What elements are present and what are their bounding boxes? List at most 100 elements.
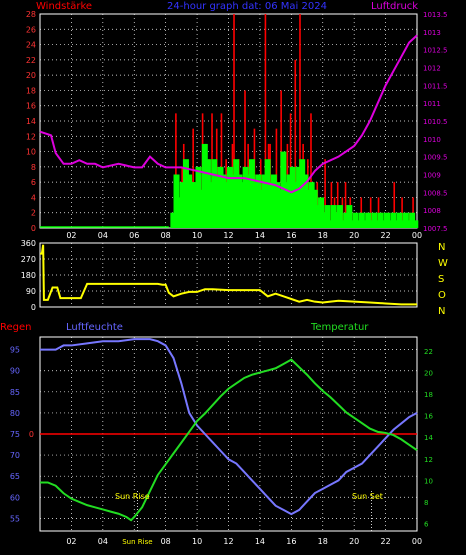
wind-title: Windstärke bbox=[36, 1, 92, 12]
y-right-tick-label: 1010 bbox=[423, 136, 441, 144]
y-left-tick-label: 65 bbox=[10, 472, 20, 481]
wind-gust-bar bbox=[299, 14, 301, 228]
y-right-tick-label: 14 bbox=[424, 434, 433, 442]
wind-avg-bar bbox=[396, 212, 403, 228]
wind-avg-bar bbox=[299, 159, 306, 228]
wind-avg-bar bbox=[355, 220, 362, 228]
wind-avg-bar bbox=[248, 159, 255, 228]
wind-avg-bar bbox=[330, 205, 337, 228]
x-tick-label: 20 bbox=[349, 231, 359, 240]
wind-avg-bar bbox=[274, 182, 281, 228]
y-right-tick-label: 10 bbox=[424, 477, 433, 485]
y-left-tick-label: 70 bbox=[10, 451, 20, 460]
y-right-tick-label: 12 bbox=[424, 456, 433, 464]
wind-avg-bar bbox=[217, 166, 224, 228]
humidity-label: Luftfeuchte bbox=[66, 322, 123, 333]
wind-avg-bar bbox=[346, 205, 353, 228]
y-right-tick-label: 8 bbox=[424, 499, 428, 507]
wind-gust-bar bbox=[192, 128, 194, 228]
humidity-line bbox=[40, 338, 418, 516]
wind-avg-bar bbox=[409, 212, 416, 228]
wind-avg-bar bbox=[258, 189, 265, 228]
wind-gust-bar bbox=[264, 14, 267, 228]
wind-avg-bar bbox=[277, 189, 284, 228]
wind-avg-bar bbox=[292, 182, 299, 228]
wind-avg-bar bbox=[255, 174, 262, 228]
y-tick-label: 0 bbox=[31, 303, 36, 312]
wind-avg-bar bbox=[270, 174, 277, 228]
sun-rise-bottom-label: Sun Rise bbox=[122, 538, 152, 546]
y-tick-label: 180 bbox=[21, 271, 36, 280]
x-tick-label: 10 bbox=[192, 537, 202, 546]
wind-avg-bar bbox=[374, 220, 381, 228]
wind-avg-bar bbox=[245, 174, 252, 228]
wind-pressure-chart: 02 04 06 08 10 12 14 16 18 20 22 000246810121416182… bbox=[26, 10, 448, 240]
temperature-label: Temperatur bbox=[310, 322, 369, 333]
y-left-tick-label: 26 bbox=[26, 25, 36, 34]
compass-label: S bbox=[438, 274, 444, 285]
temperature-line bbox=[40, 358, 418, 522]
wind-avg-bar bbox=[399, 220, 406, 228]
compass-label: O bbox=[438, 290, 446, 301]
y-left-tick-label: 18 bbox=[26, 86, 36, 95]
wind-avg-bar bbox=[402, 212, 409, 228]
wind-avg-bar bbox=[327, 220, 334, 228]
wind-avg-bar bbox=[192, 182, 199, 228]
y-left-tick-label: 20 bbox=[26, 71, 36, 80]
x-tick-label: 10 bbox=[192, 231, 202, 240]
y-left-tick-label: 55 bbox=[10, 514, 20, 523]
wind-avg-bar bbox=[230, 174, 237, 228]
sun-rise-label: Sun Rise bbox=[115, 492, 150, 501]
x-tick-label: 00 bbox=[412, 231, 422, 240]
humidity-temperature-chart: 02 04 08 10 12 14 16 18 20 22 00556065707580859095… bbox=[10, 336, 433, 546]
x-tick-label: 04 bbox=[98, 231, 108, 240]
y-left-tick-label: 2 bbox=[31, 209, 36, 218]
wind-avg-bar bbox=[321, 212, 328, 228]
y-left-tick-label: 16 bbox=[26, 102, 36, 111]
wind-avg-bar bbox=[233, 159, 240, 228]
x-tick-label: 22 bbox=[380, 231, 390, 240]
x-tick-label: 04 bbox=[98, 537, 108, 546]
y-left-tick-label: 4 bbox=[31, 193, 36, 202]
wind-avg-bar bbox=[182, 159, 189, 228]
y-right-tick-label: 1011 bbox=[423, 100, 441, 108]
wind-avg-bar bbox=[393, 220, 400, 228]
wind-avg-bar bbox=[267, 182, 274, 228]
x-tick-label: 18 bbox=[318, 537, 328, 546]
wind-avg-bar bbox=[333, 212, 340, 228]
wind-avg-bar bbox=[201, 143, 208, 228]
wind-avg-bar bbox=[302, 174, 309, 228]
x-tick-label: 12 bbox=[223, 231, 233, 240]
wind-gust-bar bbox=[393, 182, 396, 228]
pressure-line bbox=[39, 34, 418, 194]
wind-avg-bar bbox=[226, 166, 233, 228]
x-tick-label: 06 bbox=[129, 231, 139, 240]
wind-avg-bar bbox=[176, 197, 183, 228]
wind-avg-bar bbox=[377, 212, 384, 228]
y-tick-label: 90 bbox=[26, 287, 36, 296]
y-right-tick-label: 16 bbox=[424, 413, 433, 421]
y-right-tick-label: 20 bbox=[424, 370, 433, 378]
x-tick-label: 14 bbox=[255, 537, 265, 546]
y-right-tick-label: 1007.5 bbox=[423, 225, 448, 233]
y-right-tick-label: 1013.5 bbox=[423, 11, 448, 19]
wind-avg-bar bbox=[195, 166, 202, 228]
wind-avg-bar bbox=[296, 166, 303, 228]
wind-avg-bar bbox=[242, 166, 249, 228]
wind-avg-bar bbox=[311, 189, 318, 228]
wind-avg-bar bbox=[368, 220, 375, 228]
wind-avg-bar bbox=[365, 212, 372, 228]
wind-avg-bar bbox=[252, 182, 259, 228]
wind-avg-bar bbox=[384, 212, 391, 228]
wind-avg-bar bbox=[204, 159, 211, 228]
wind-avg-bar bbox=[186, 174, 193, 228]
x-tick-label: 02 bbox=[66, 231, 76, 240]
x-tick-label: 02 bbox=[66, 537, 76, 546]
wind-avg-bar bbox=[314, 205, 321, 228]
wind-avg-bar bbox=[318, 197, 325, 228]
wind-avg-bar bbox=[362, 220, 369, 228]
y-left-tick-label: 60 bbox=[10, 493, 20, 502]
wind-avg-bar bbox=[179, 182, 186, 228]
x-tick-label: 18 bbox=[318, 231, 328, 240]
